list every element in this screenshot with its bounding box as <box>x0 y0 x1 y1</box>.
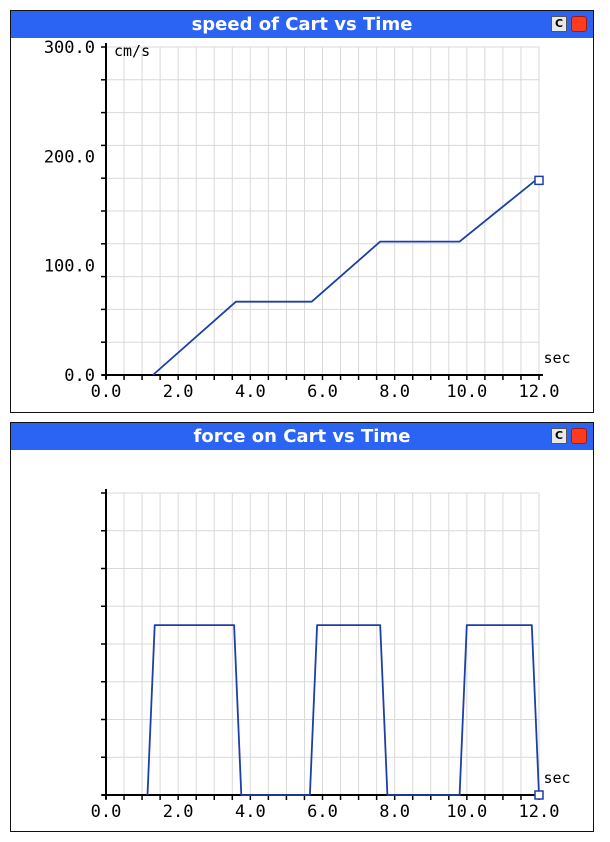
x-axis-label: sec <box>543 349 570 367</box>
y-tick-label: 200.0 <box>44 147 95 167</box>
force-graph-title-bar[interactable]: force on Cart vs Time C <box>11 423 593 450</box>
x-tick-label: 0.0 <box>91 802 122 822</box>
speed-graph-close-button[interactable] <box>571 16 587 32</box>
x-tick-label: 8.0 <box>379 382 410 402</box>
series-line <box>152 179 536 376</box>
x-tick-label: 12.0 <box>519 802 560 822</box>
x-tick-label: 8.0 <box>379 802 410 822</box>
x-tick-label: 2.0 <box>163 802 194 822</box>
force-graph-c-button[interactable]: C <box>551 428 567 444</box>
x-tick-label: 0.0 <box>91 382 122 402</box>
x-tick-label: 10.0 <box>446 382 487 402</box>
x-tick-label: 6.0 <box>307 802 338 822</box>
end-marker <box>534 790 544 800</box>
y-axis-label: cm/s <box>114 42 150 60</box>
x-axis-label: sec <box>543 769 570 787</box>
force-chart: 0.0 2.0 4.0 6.0 8.0 10.0 12.0 sec <box>91 489 571 822</box>
force-graph-window: force on Cart vs Time C 0.0 2.0 4.0 6.0 8.0 1… <box>10 422 594 832</box>
x-tick-label: 6.0 <box>307 382 338 402</box>
x-tick-label: 4.0 <box>235 382 266 402</box>
x-tick-label: 4.0 <box>235 802 266 822</box>
speed-chart: 0.0 2.0 4.0 6.0 8.0 10.0 12.0 0.0 100.0 200.0 300.… <box>44 38 571 402</box>
speed-graph-window: speed of Cart vs Time C 0.0 2.0 4.0 6.0 8.0 1… <box>10 10 594 413</box>
x-tick-label: 2.0 <box>163 382 194 402</box>
speed-graph-c-button[interactable]: C <box>551 16 567 32</box>
end-marker <box>534 175 544 186</box>
x-tick-label: 10.0 <box>446 802 487 822</box>
y-tick-label: 0.0 <box>64 366 95 386</box>
y-tick-label: 100.0 <box>44 257 95 277</box>
y-tick-label: 300.0 <box>44 38 95 58</box>
speed-graph-title: speed of Cart vs Time <box>191 14 413 35</box>
force-graph-title: force on Cart vs Time <box>193 426 411 447</box>
x-tick-label: 12.0 <box>519 382 560 402</box>
series-line <box>146 624 540 796</box>
speed-graph-title-bar[interactable]: speed of Cart vs Time C <box>11 11 593 38</box>
force-graph-close-button[interactable] <box>571 428 587 444</box>
